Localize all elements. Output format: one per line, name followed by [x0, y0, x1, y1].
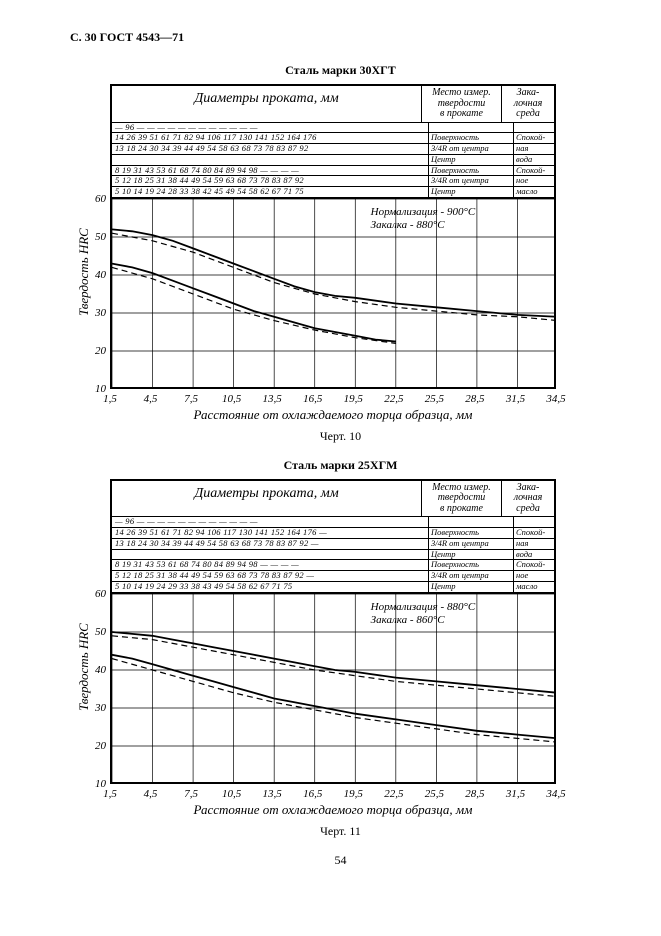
figure-caption: Черт. 10 [70, 429, 611, 444]
y-tick-label: 60 [88, 193, 106, 205]
diameter-header-table: Диаметры проката, ммМесто измер. твердос… [110, 479, 556, 594]
x-tick-label: 7,5 [184, 788, 198, 800]
header-row: Центрвода [112, 154, 554, 165]
header-row: — 96 — — — — — — — — — — — — [112, 123, 554, 133]
header-row: 8 19 31 43 53 61 68 74 80 84 89 94 98 — … [112, 166, 554, 176]
steel-title: Сталь марки 25ХГМ [70, 458, 611, 473]
y-tick-label: 50 [88, 231, 106, 243]
x-tick-label: 34,5 [546, 788, 565, 800]
page-header: С. 30 ГОСТ 4543—71 [70, 30, 611, 45]
chart-annotation: Нормализация - 900°С [370, 206, 476, 218]
page-number: 54 [70, 853, 611, 868]
medium-title: Зака- лочная среда [502, 86, 554, 122]
header-row: 8 19 31 43 53 61 68 74 80 84 89 94 98 — … [112, 560, 554, 570]
x-tick-label: 34,5 [546, 393, 565, 405]
y-tick-label: 60 [88, 588, 106, 600]
x-tick-label: 4,5 [144, 393, 158, 405]
diam-title: Диаметры проката, мм [112, 86, 422, 122]
chart-annotation: Закалка - 860°С [371, 614, 446, 626]
series-line [112, 636, 556, 697]
x-tick-label: 28,5 [465, 788, 484, 800]
x-tick-label: 31,5 [506, 393, 525, 405]
diameter-header-table: Диаметры проката, ммМесто измер. твердос… [110, 84, 556, 199]
hardness-chart: Нормализация - 900°СЗакалка - 880°С [110, 199, 556, 389]
header-row: 14 26 39 51 61 71 82 94 106 117 130 141 … [112, 527, 554, 538]
x-tick-label: 10,5 [222, 788, 241, 800]
x-tick-label: 28,5 [465, 393, 484, 405]
x-tick-label: 25,5 [425, 788, 444, 800]
series-line [112, 655, 556, 739]
series-line [112, 632, 556, 693]
hardness-chart: Нормализация - 880°СЗакалка - 860°С [110, 594, 556, 784]
y-tick-label: 50 [88, 626, 106, 638]
y-tick-label: 30 [88, 307, 106, 319]
header-row: 13 18 24 30 34 39 44 49 54 58 63 68 73 7… [112, 538, 554, 549]
y-tick-label: 40 [88, 664, 106, 676]
location-title: Место измер. твердости в прокате [422, 481, 502, 517]
header-row: 5 10 14 19 24 28 33 38 42 45 49 54 58 62… [112, 186, 554, 197]
x-tick-label: 22,5 [384, 788, 403, 800]
x-tick-label: 1,5 [103, 788, 117, 800]
x-axis-title: Расстояние от охлаждаемого торца образца… [110, 407, 556, 423]
series-line [112, 267, 396, 343]
x-tick-label: 13,5 [263, 393, 282, 405]
header-row: — 96 — — — — — — — — — — — — [112, 517, 554, 527]
location-title: Место измер. твердости в прокате [422, 86, 502, 122]
header-row: 13 18 24 30 34 39 44 49 54 58 63 68 73 7… [112, 143, 554, 154]
chart-annotation: Закалка - 880°С [371, 219, 446, 231]
diam-title: Диаметры проката, мм [112, 481, 422, 517]
chart-annotation: Нормализация - 880°С [370, 601, 476, 613]
y-tick-label: 40 [88, 269, 106, 281]
header-row: 5 12 18 25 31 38 44 49 54 59 63 68 73 78… [112, 175, 554, 186]
x-tick-label: 31,5 [506, 788, 525, 800]
header-row: 5 12 18 25 31 38 44 49 54 59 63 68 73 78… [112, 570, 554, 581]
y-tick-label: 20 [88, 740, 106, 752]
x-tick-label: 19,5 [344, 788, 363, 800]
y-tick-label: 20 [88, 345, 106, 357]
x-tick-label: 7,5 [184, 393, 198, 405]
x-tick-label: 4,5 [144, 788, 158, 800]
y-tick-label: 30 [88, 702, 106, 714]
x-tick-label: 13,5 [263, 788, 282, 800]
x-tick-label: 19,5 [344, 393, 363, 405]
x-tick-label: 25,5 [425, 393, 444, 405]
steel-title: Сталь марки 30ХГТ [70, 63, 611, 78]
x-tick-label: 10,5 [222, 393, 241, 405]
x-tick-label: 1,5 [103, 393, 117, 405]
medium-title: Зака- лочная среда [502, 481, 554, 517]
header-row: 5 10 14 19 24 29 33 38 43 49 54 58 62 67… [112, 581, 554, 592]
x-tick-label: 16,5 [303, 393, 322, 405]
header-row: Центрвода [112, 549, 554, 560]
x-tick-label: 22,5 [384, 393, 403, 405]
header-row: 14 26 39 51 61 71 82 94 106 117 130 141 … [112, 132, 554, 143]
x-tick-label: 16,5 [303, 788, 322, 800]
series-line [112, 229, 556, 316]
figure-caption: Черт. 11 [70, 824, 611, 839]
x-axis-title: Расстояние от охлаждаемого торца образца… [110, 802, 556, 818]
series-line [112, 233, 556, 320]
